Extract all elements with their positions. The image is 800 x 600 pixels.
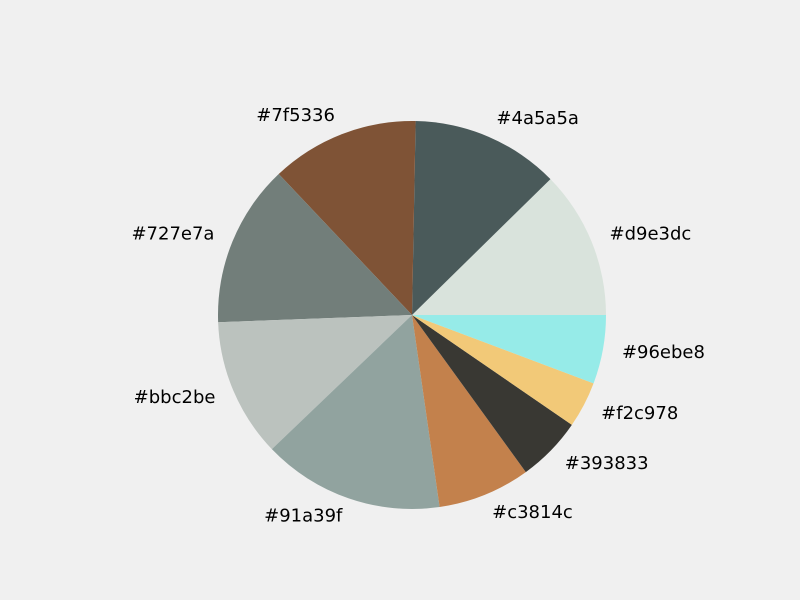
pie-slice-label: #d9e3dc xyxy=(610,223,692,244)
pie-slice-label: #727e7a xyxy=(131,223,214,244)
pie-slice xyxy=(412,315,526,508)
pie-slice xyxy=(412,315,572,473)
pie-slice-label: #91a39f xyxy=(264,506,343,527)
pie-slice xyxy=(412,315,606,384)
pie-slice-label: #4a5a5a xyxy=(496,108,579,129)
pie-slice xyxy=(278,120,416,315)
pie-slice-label: #7f5336 xyxy=(256,105,335,126)
pie-slice-label: #96ebe8 xyxy=(622,342,705,363)
pie-slice-label: #393833 xyxy=(565,453,649,474)
pie-slice xyxy=(218,315,412,450)
pie-slice-label: #f2c978 xyxy=(601,403,678,424)
pie-slice xyxy=(217,174,412,323)
pie-slice xyxy=(412,121,551,315)
pie-slice-label: #c3814c xyxy=(492,502,573,523)
pie-slice-label: #bbc2be xyxy=(134,387,216,408)
pie-slice xyxy=(412,315,594,425)
pie-slice xyxy=(412,179,606,315)
pie-slices xyxy=(217,120,606,510)
pie-slice xyxy=(271,315,440,510)
pie-labels: #d9e3dc #4a5a5a #7f5336 #727e7a #bbc2be #91a3… xyxy=(131,105,704,527)
